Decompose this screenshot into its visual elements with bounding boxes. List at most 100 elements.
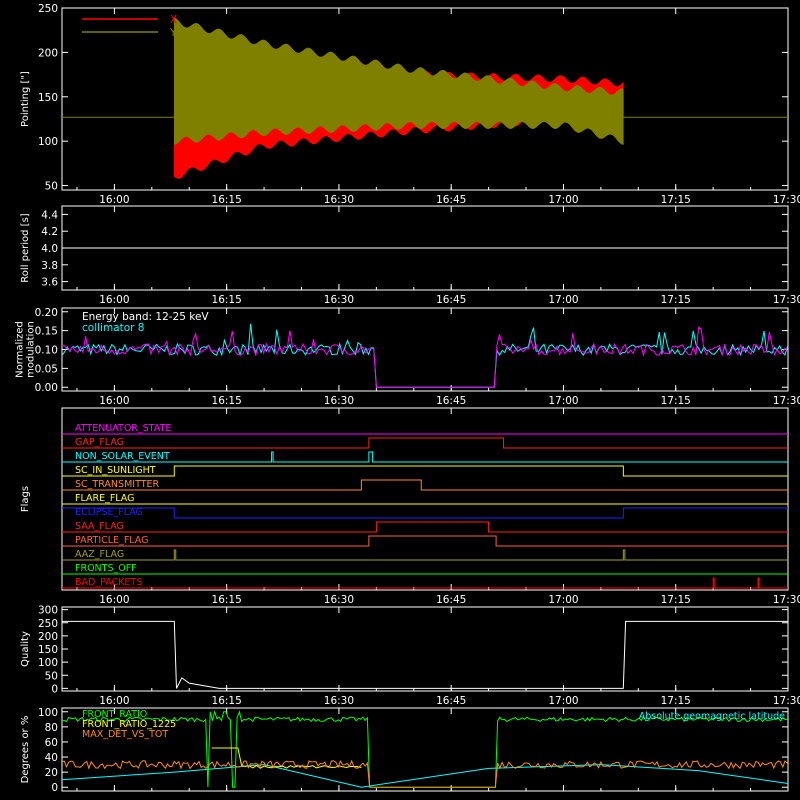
y-tick-label: 0.15 bbox=[35, 326, 58, 338]
y-tick-label: 150 bbox=[38, 644, 58, 656]
x-tick-label: 17:15 bbox=[661, 594, 691, 606]
x-tick-label: 17:30 bbox=[773, 695, 800, 707]
y-axis-label: Quality bbox=[20, 631, 31, 667]
y-axis-label: Pointing ["] bbox=[20, 71, 31, 127]
x-tick-label: 17:30 bbox=[773, 194, 800, 206]
quality-line bbox=[62, 620, 788, 689]
x-tick-label: 16:45 bbox=[436, 594, 466, 606]
x-tick-label: 16:00 bbox=[99, 395, 129, 407]
x-tick-label: 16:30 bbox=[324, 294, 354, 306]
energy-band-annotation: Energy band: 12-25 keV bbox=[82, 311, 209, 323]
front-ratio-1225-line bbox=[211, 747, 362, 769]
y-tick-label: 200 bbox=[38, 631, 58, 643]
flag-trace bbox=[62, 577, 788, 589]
y-axis-label: modulation bbox=[26, 321, 37, 378]
panel-frame bbox=[61, 407, 789, 591]
x-tick-label: 17:30 bbox=[773, 294, 800, 306]
y-tick-label: 250 bbox=[38, 3, 58, 15]
flag-trace bbox=[62, 479, 788, 491]
x-tick-label: 16:00 bbox=[99, 294, 129, 306]
x-tick-label: 16:00 bbox=[99, 194, 129, 206]
y-tick-label: 0.20 bbox=[35, 307, 58, 319]
y-axis-label: Flags bbox=[20, 486, 31, 512]
y-tick-label: 60 bbox=[45, 737, 58, 749]
y-axis-label: Normalized bbox=[15, 321, 26, 378]
y-tick-label: 150 bbox=[38, 92, 58, 104]
x-tick-label: 16:30 bbox=[324, 395, 354, 407]
flag-label: SC_IN_SUNLIGHT bbox=[75, 465, 156, 476]
x-tick-label: 16:15 bbox=[212, 194, 242, 206]
x-tick-label: 16:45 bbox=[436, 194, 466, 206]
flag-trace bbox=[62, 465, 788, 477]
x-tick-label: 17:00 bbox=[548, 695, 578, 707]
flag-label: PARTICLE_FLAG bbox=[75, 535, 148, 546]
max-det-vs-tot-line bbox=[61, 759, 788, 788]
flag-label: FRONTS_OFF bbox=[75, 563, 137, 574]
y-tick-label: 80 bbox=[45, 722, 58, 734]
y-tick-label: 0 bbox=[51, 782, 58, 794]
x-tick-label: 17:15 bbox=[661, 294, 691, 306]
y-tick-label: 50 bbox=[45, 181, 58, 193]
series-Y-band bbox=[174, 17, 624, 146]
x-tick-label: 16:30 bbox=[324, 194, 354, 206]
x-tick-label: 17:00 bbox=[548, 294, 578, 306]
flag-trace bbox=[62, 549, 788, 561]
flag-label: NON_SOLAR_EVENT bbox=[75, 451, 170, 462]
panel-4: 16:00 16:15 16:30 16:45 17:00 17:15 17:30 Flags… bbox=[20, 407, 800, 606]
flag-label: BAD_PACKETS bbox=[75, 577, 142, 588]
legend-label-Y: Y bbox=[169, 27, 177, 39]
x-tick-label: 17:00 bbox=[548, 594, 578, 606]
legend-label: FRONT_RATIO_1225 bbox=[82, 719, 176, 730]
x-tick-label: 16:00 bbox=[99, 695, 129, 707]
x-tick-label: 16:15 bbox=[212, 695, 242, 707]
y-tick-label: 300 bbox=[38, 605, 58, 617]
y-tick-label: 100 bbox=[38, 136, 58, 148]
y-tick-label: 3.8 bbox=[41, 260, 58, 272]
y-tick-label: 4.2 bbox=[41, 226, 58, 238]
x-tick-label: 16:00 bbox=[99, 594, 129, 606]
flag-trace bbox=[62, 451, 788, 463]
legend-label-X: X bbox=[170, 14, 177, 26]
y-tick-label: 100 bbox=[38, 707, 58, 719]
x-tick-label: 16:15 bbox=[212, 294, 242, 306]
x-tick-label: 17:00 bbox=[548, 395, 578, 407]
y-tick-label: 50 bbox=[45, 670, 58, 682]
y-tick-label: 40 bbox=[45, 752, 58, 764]
flag-label: SC_TRANSMITTER bbox=[75, 479, 160, 490]
x-tick-label: 17:15 bbox=[661, 695, 691, 707]
y-tick-label: 4.0 bbox=[41, 243, 58, 255]
y-tick-label: 0.05 bbox=[35, 363, 58, 375]
x-tick-label: 17:00 bbox=[548, 194, 578, 206]
flag-label: SAA_FLAG bbox=[75, 521, 124, 532]
panel-2: 3.6 3.8 4.0 4.2 4.4 16:00 16:15 16:30 16:45 17:00… bbox=[20, 205, 800, 306]
legend-label: FRONT_RATIO bbox=[82, 709, 147, 720]
flag-label: FLARE_FLAG bbox=[75, 493, 135, 504]
panel-frame bbox=[61, 7, 789, 191]
flag-label: GAP_FLAG bbox=[75, 437, 124, 448]
flag-trace bbox=[62, 521, 788, 533]
y-tick-label: 20 bbox=[45, 767, 58, 779]
flag-label: ECLIPSE_FLAG bbox=[75, 507, 143, 518]
x-tick-label: 16:15 bbox=[212, 594, 242, 606]
y-tick-label: 0.10 bbox=[35, 345, 58, 357]
y-tick-label: 0.00 bbox=[35, 382, 58, 394]
legend-label: MAX_DET_VS_TOT bbox=[82, 729, 168, 740]
flag-trace bbox=[62, 535, 788, 547]
x-tick-label: 16:45 bbox=[436, 695, 466, 707]
panel-1: 50 100 150 200 250 16:00 16:15 16:30 16:45 17:00 1… bbox=[20, 3, 800, 206]
y-tick-label: 0 bbox=[51, 683, 58, 695]
geomagnetic-latitude-label: Absolute geomagnetic latitude bbox=[639, 711, 785, 722]
panel-6: 0 20 40 60 80 100 Degrees or % FRONT_RATIOFRONT… bbox=[20, 707, 789, 794]
x-tick-label: 17:15 bbox=[661, 194, 691, 206]
flag-label: AAZ_FLAG bbox=[75, 549, 124, 560]
x-tick-label: 16:15 bbox=[212, 395, 242, 407]
y-tick-label: 200 bbox=[38, 47, 58, 59]
x-tick-label: 16:30 bbox=[324, 594, 354, 606]
flag-trace bbox=[62, 437, 788, 449]
y-tick-label: 3.6 bbox=[41, 277, 58, 289]
x-tick-label: 17:30 bbox=[773, 395, 800, 407]
geomagnetic-latitude-line bbox=[61, 764, 789, 788]
x-tick-label: 16:45 bbox=[436, 294, 466, 306]
y-tick-label: 250 bbox=[38, 618, 58, 630]
